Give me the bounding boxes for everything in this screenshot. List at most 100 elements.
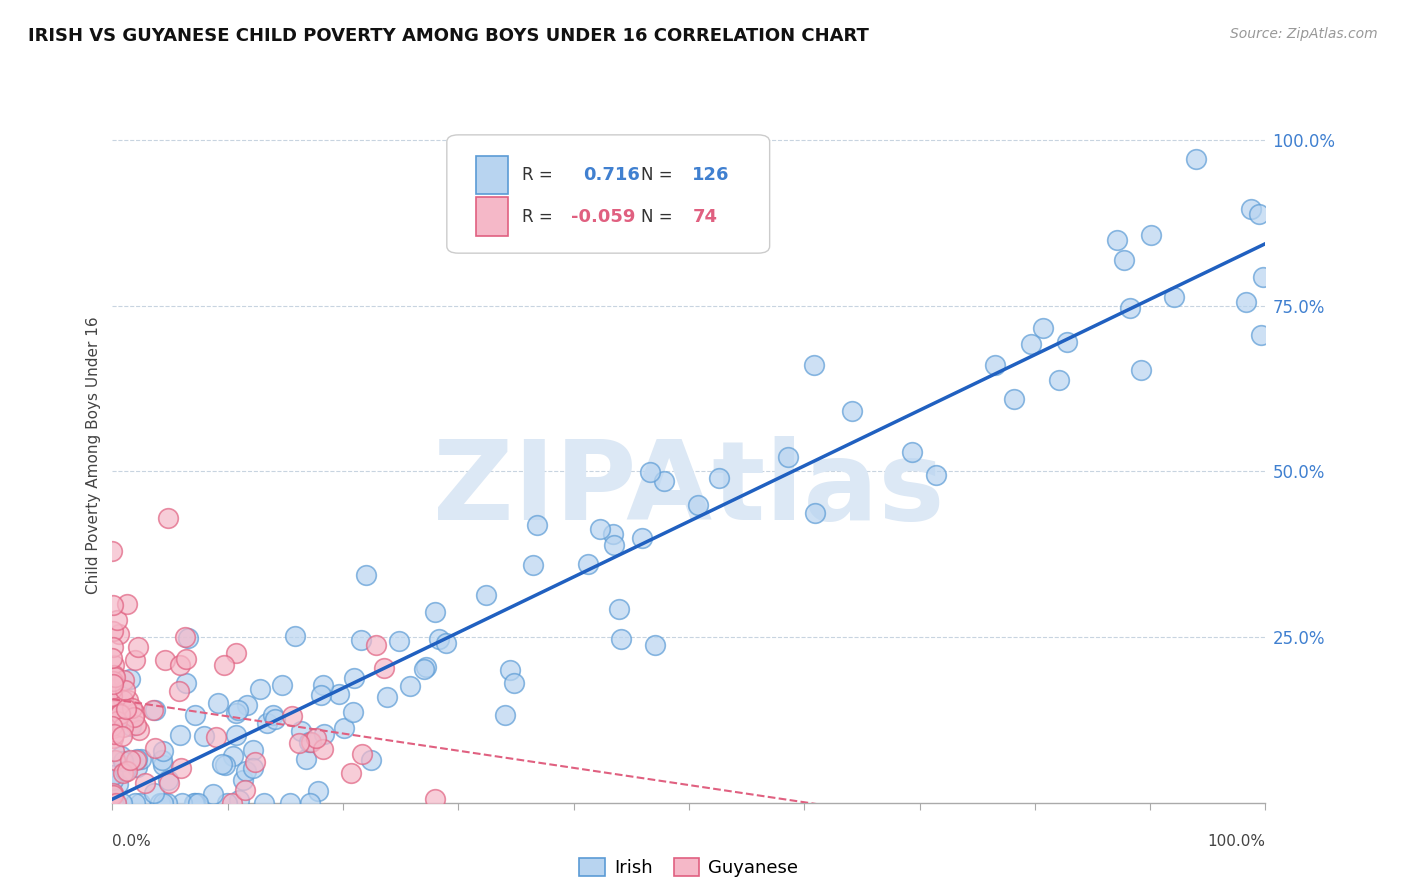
Point: [1163, 290, 1185, 304]
Point: [841, 404, 863, 418]
Point: [149, 796, 172, 810]
Point: [803, 359, 825, 373]
Point: [242, 743, 264, 757]
Point: [105, 613, 128, 627]
Point: [350, 747, 373, 761]
Point: [343, 671, 366, 685]
Point: [111, 796, 134, 810]
Point: [1185, 152, 1208, 166]
Point: [128, 723, 150, 737]
Point: [503, 676, 526, 690]
Point: [1250, 328, 1272, 343]
Point: [311, 678, 333, 692]
Point: [105, 796, 128, 810]
Point: [271, 678, 294, 692]
Point: [984, 358, 1007, 372]
Point: [222, 749, 245, 764]
Point: [170, 761, 193, 775]
Point: [169, 658, 191, 673]
Point: [112, 754, 135, 768]
Point: [156, 511, 179, 525]
Text: 126: 126: [692, 166, 730, 184]
Point: [312, 727, 335, 741]
Point: [101, 702, 124, 716]
Point: [610, 632, 633, 646]
Point: [103, 658, 125, 673]
Point: [1130, 362, 1153, 376]
Point: [174, 630, 197, 644]
Point: [156, 773, 179, 788]
Point: [498, 663, 520, 677]
Point: [153, 653, 176, 667]
Point: [124, 653, 146, 667]
Point: [152, 744, 174, 758]
Point: [350, 632, 373, 647]
Point: [399, 679, 422, 693]
Point: [101, 651, 124, 665]
Point: [120, 753, 142, 767]
Point: [328, 687, 350, 701]
Point: [211, 757, 233, 772]
Point: [375, 690, 398, 704]
Point: [101, 785, 124, 799]
Point: [709, 471, 731, 485]
Point: [103, 727, 125, 741]
Point: [235, 764, 257, 779]
Point: [436, 636, 458, 650]
Point: [1032, 321, 1054, 335]
Point: [121, 700, 143, 714]
Point: [312, 741, 335, 756]
Point: [114, 764, 136, 779]
Point: [221, 796, 243, 810]
Point: [156, 796, 179, 810]
Point: [242, 762, 264, 776]
Point: [686, 499, 709, 513]
Point: [142, 702, 165, 716]
Point: [225, 706, 247, 721]
Point: [101, 796, 124, 810]
Point: [256, 715, 278, 730]
Text: 0.0%: 0.0%: [112, 834, 152, 849]
Point: [214, 757, 236, 772]
Point: [111, 766, 134, 780]
Text: 100.0%: 100.0%: [1208, 834, 1265, 849]
Point: [204, 731, 226, 745]
Point: [576, 557, 599, 571]
Point: [245, 755, 267, 769]
Point: [101, 668, 124, 682]
Text: N =: N =: [641, 208, 672, 226]
FancyBboxPatch shape: [447, 135, 769, 253]
Point: [117, 693, 139, 707]
Point: [112, 693, 135, 707]
Point: [235, 783, 257, 797]
Point: [174, 675, 197, 690]
Point: [342, 705, 364, 719]
Point: [1107, 233, 1129, 247]
Point: [101, 719, 124, 733]
Point: [1002, 392, 1025, 406]
Point: [103, 598, 125, 612]
Point: [105, 714, 128, 728]
Text: Source: ZipAtlas.com: Source: ZipAtlas.com: [1230, 27, 1378, 41]
Point: [1234, 294, 1257, 309]
Text: IRISH VS GUYANESE CHILD POVERTY AMONG BOYS UNDER 16 CORRELATION CHART: IRISH VS GUYANESE CHILD POVERTY AMONG BO…: [28, 27, 869, 45]
Point: [1247, 206, 1270, 220]
Point: [901, 445, 924, 459]
Point: [124, 796, 146, 810]
Text: 74: 74: [692, 208, 717, 226]
Point: [1240, 202, 1263, 216]
Point: [373, 661, 395, 675]
Point: [183, 796, 205, 810]
Point: [111, 720, 134, 734]
Point: [201, 787, 224, 801]
Point: [278, 796, 301, 810]
FancyBboxPatch shape: [475, 156, 508, 194]
Point: [143, 741, 166, 756]
Point: [101, 718, 124, 732]
Point: [103, 668, 125, 682]
Point: [366, 638, 388, 652]
Point: [299, 735, 322, 749]
Point: [169, 728, 191, 742]
Point: [101, 731, 124, 745]
Point: [117, 597, 139, 611]
